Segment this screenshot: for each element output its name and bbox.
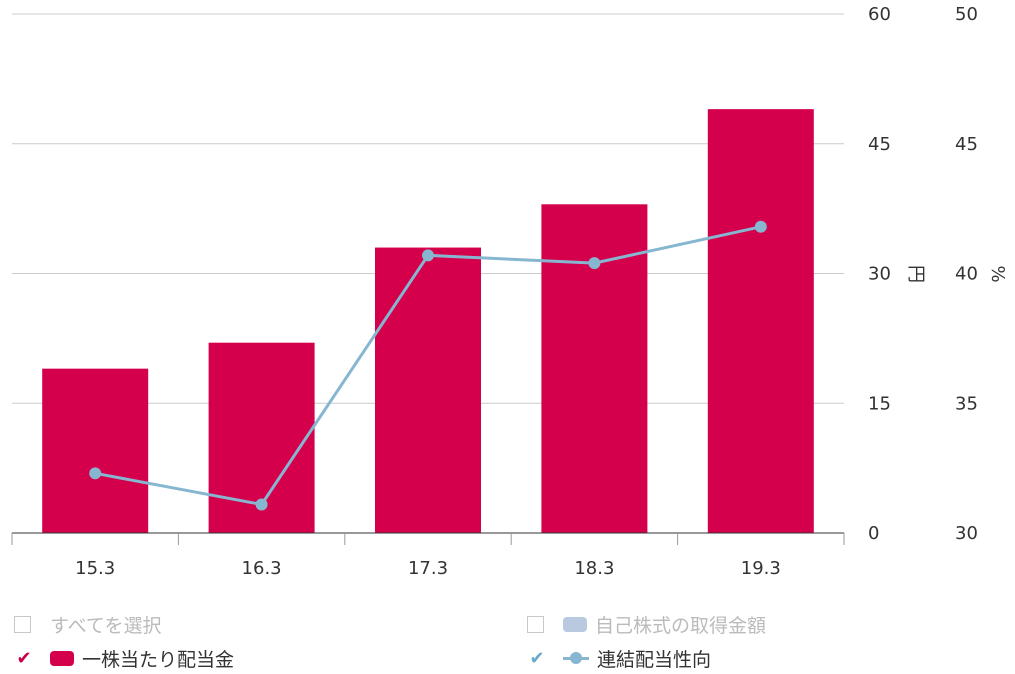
checkbox-unchecked-icon[interactable] — [14, 615, 31, 633]
legend-treasury-label: 自己株式の取得金額 — [595, 614, 767, 637]
bar-swatch-icon — [563, 616, 587, 632]
bar-swatch-icon — [50, 650, 74, 666]
legend: すべてを選択 自己株式の取得金額 ✔ 一株当たり配当金 ✔ 連結配当性向 — [0, 604, 1015, 674]
legend-select-all-label: すべてを選択 — [50, 614, 162, 637]
bar-series — [42, 109, 814, 534]
x-tick-label: 19.3 — [741, 558, 781, 579]
y-left-tick-label: 30 — [868, 264, 891, 285]
y-right-tick-label: 35 — [955, 393, 978, 414]
legend-dividend-label: 一株当たり配当金 — [82, 648, 235, 671]
line-point — [588, 257, 601, 270]
x-axis: 15.3 16.3 17.3 18.3 19.3 — [11, 532, 845, 579]
y-axis-right-unit: % — [987, 265, 1008, 282]
checkmark-icon[interactable]: ✔ — [16, 647, 32, 669]
bar — [707, 109, 814, 534]
y-left-tick-label: 45 — [868, 134, 891, 155]
dividend-chart: 15.3 16.3 17.3 18.3 19.3 0 15 30 45 60 30 35 40 45 5… — [11, 4, 1008, 579]
bar — [375, 247, 481, 534]
line-series — [89, 220, 767, 511]
y-left-tick-label: 0 — [868, 523, 879, 544]
line-point — [754, 220, 767, 233]
y-right-tick-label: 40 — [955, 264, 978, 285]
bar — [42, 368, 149, 533]
y-axis-right: 30 35 40 45 50 — [955, 4, 978, 544]
legend-payout-ratio[interactable]: ✔ 連結配当性向 — [527, 644, 711, 672]
checkmark-icon[interactable]: ✔ — [529, 647, 545, 669]
legend-treasury-stock[interactable]: 自己株式の取得金額 — [527, 610, 766, 638]
line-point — [89, 467, 102, 480]
legend-select-all[interactable]: すべてを選択 — [14, 610, 162, 638]
x-tick-label: 15.3 — [75, 558, 115, 579]
checkbox-unchecked-icon[interactable] — [527, 615, 544, 633]
y-axis-left: 0 15 30 45 60 — [868, 4, 891, 544]
legend-payout-label: 連結配当性向 — [597, 648, 712, 671]
y-right-tick-label: 50 — [955, 4, 978, 25]
y-right-tick-label: 30 — [955, 523, 978, 544]
y-right-tick-label: 45 — [955, 134, 978, 155]
x-tick-label: 16.3 — [242, 558, 282, 579]
legend-dividend[interactable]: ✔ 一株当たり配当金 — [14, 644, 234, 672]
y-left-tick-label: 60 — [868, 4, 891, 25]
line-swatch-icon — [563, 650, 589, 666]
line-point — [422, 249, 434, 262]
x-tick-label: 17.3 — [408, 558, 448, 579]
y-axis-left-unit: 円 — [905, 265, 926, 283]
x-tick-label: 18.3 — [574, 558, 614, 579]
line-point — [255, 498, 268, 511]
y-left-tick-label: 15 — [868, 393, 891, 414]
